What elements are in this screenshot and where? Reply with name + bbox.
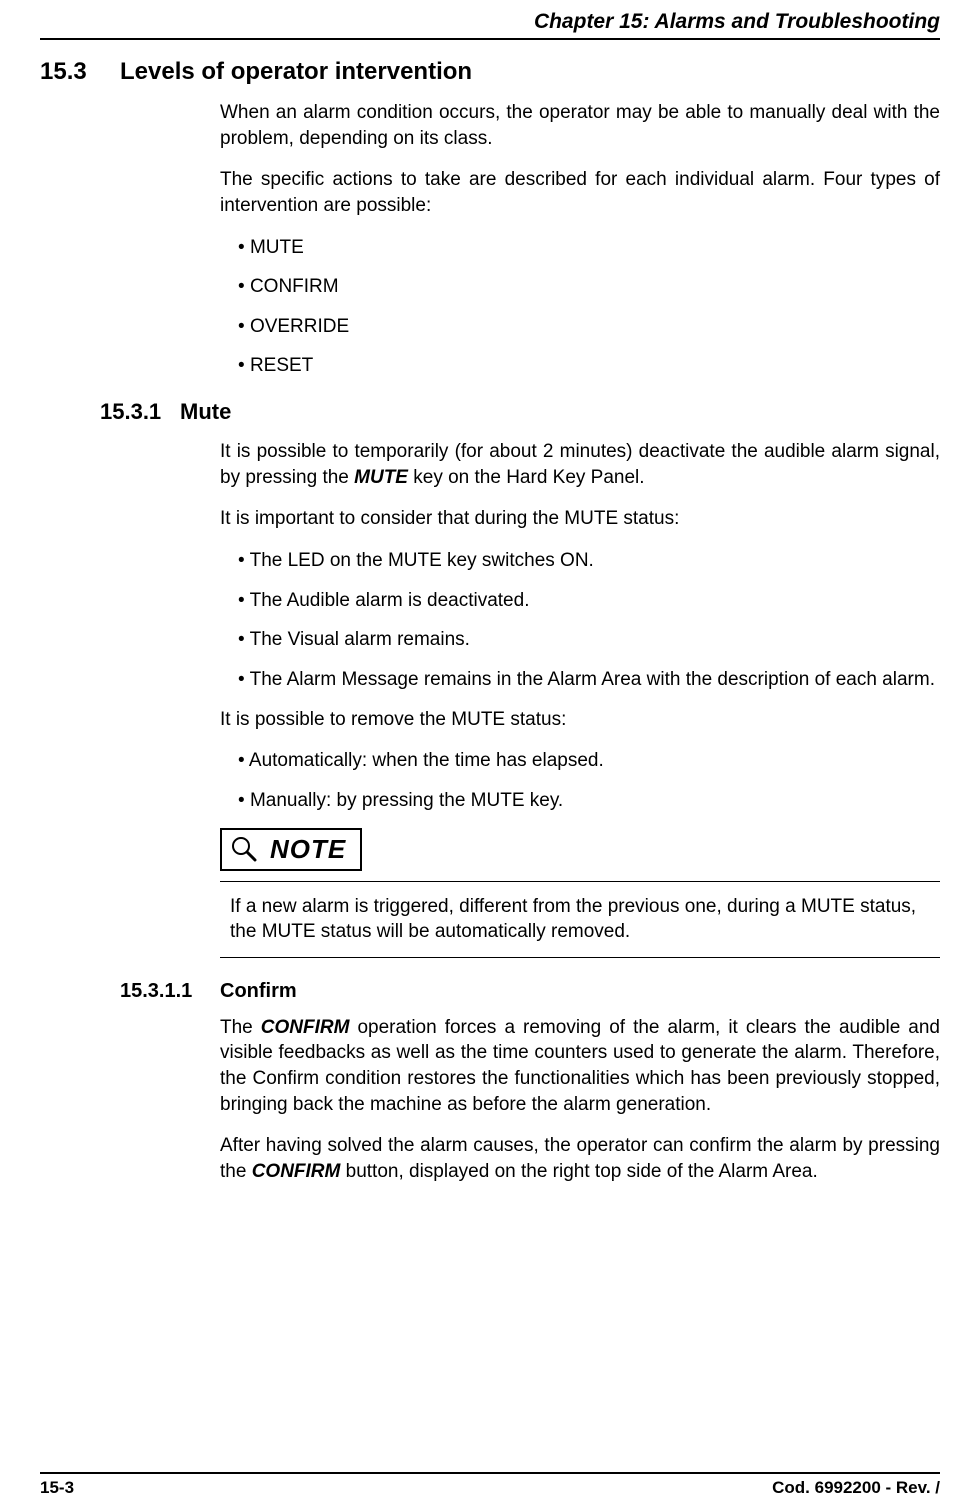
list-item: CONFIRM	[238, 274, 940, 300]
paragraph: The CONFIRM operation forces a removing …	[220, 1015, 940, 1118]
list-item: The LED on the MUTE key switches ON.	[238, 548, 940, 574]
chapter-header: Chapter 15: Alarms and Troubleshooting	[40, 10, 940, 40]
divider	[220, 881, 940, 882]
list-item: The Visual alarm remains.	[238, 627, 940, 653]
paragraph: It is important to consider that during …	[220, 506, 940, 532]
list-item: Manually: by pressing the MUTE key.	[238, 788, 940, 814]
magnifier-icon	[230, 835, 258, 863]
page-number: 15-3	[40, 1478, 74, 1498]
subsection-title: Mute	[180, 399, 940, 425]
subsubsection-number: 15.3.1.1	[120, 980, 220, 1003]
subsection-heading: 15.3.1 Mute	[40, 399, 940, 425]
page-footer: 15-3 Cod. 6992200 - Rev. /	[40, 1472, 940, 1498]
paragraph: It is possible to remove the MUTE status…	[220, 707, 940, 733]
body-area: When an alarm condition occurs, the oper…	[220, 100, 940, 379]
key-name: CONFIRM	[261, 1017, 350, 1038]
subsection-number: 15.3.1	[100, 399, 180, 425]
text-run: The	[220, 1017, 261, 1038]
list-item: MUTE	[238, 235, 940, 261]
body-area: It is possible to temporarily (for about…	[220, 439, 940, 958]
paragraph: It is possible to temporarily (for about…	[220, 439, 940, 490]
paragraph: After having solved the alarm causes, th…	[220, 1133, 940, 1184]
note-text: If a new alarm is triggered, different f…	[220, 890, 940, 949]
body-area: The CONFIRM operation forces a removing …	[220, 1015, 940, 1185]
note-header: NOTE	[220, 828, 362, 871]
text-run: button, displayed on the right top side …	[340, 1161, 817, 1182]
divider	[220, 957, 940, 958]
page: Chapter 15: Alarms and Troubleshooting 1…	[0, 0, 980, 1504]
key-name: CONFIRM	[252, 1161, 341, 1182]
paragraph: The specific actions to take are describ…	[220, 167, 940, 218]
subsubsection-heading: 15.3.1.1 Confirm	[40, 980, 940, 1003]
note-label: NOTE	[270, 834, 346, 865]
section-title: Levels of operator intervention	[120, 58, 940, 86]
list-item: The Alarm Message remains in the Alarm A…	[238, 667, 940, 693]
key-name: MUTE	[354, 467, 408, 488]
note-callout: NOTE If a new alarm is triggered, differ…	[220, 828, 940, 958]
section-heading: 15.3 Levels of operator intervention	[40, 58, 940, 86]
doc-code: Cod. 6992200 - Rev. /	[772, 1478, 940, 1498]
subsubsection-title: Confirm	[220, 980, 940, 1003]
text-run: key on the Hard Key Panel.	[408, 467, 645, 488]
list-item: OVERRIDE	[238, 314, 940, 340]
list-item: RESET	[238, 353, 940, 379]
list-item: Automatically: when the time has elapsed…	[238, 748, 940, 774]
paragraph: When an alarm condition occurs, the oper…	[220, 100, 940, 151]
list-item: The Audible alarm is deactivated.	[238, 588, 940, 614]
section-number: 15.3	[40, 58, 120, 86]
